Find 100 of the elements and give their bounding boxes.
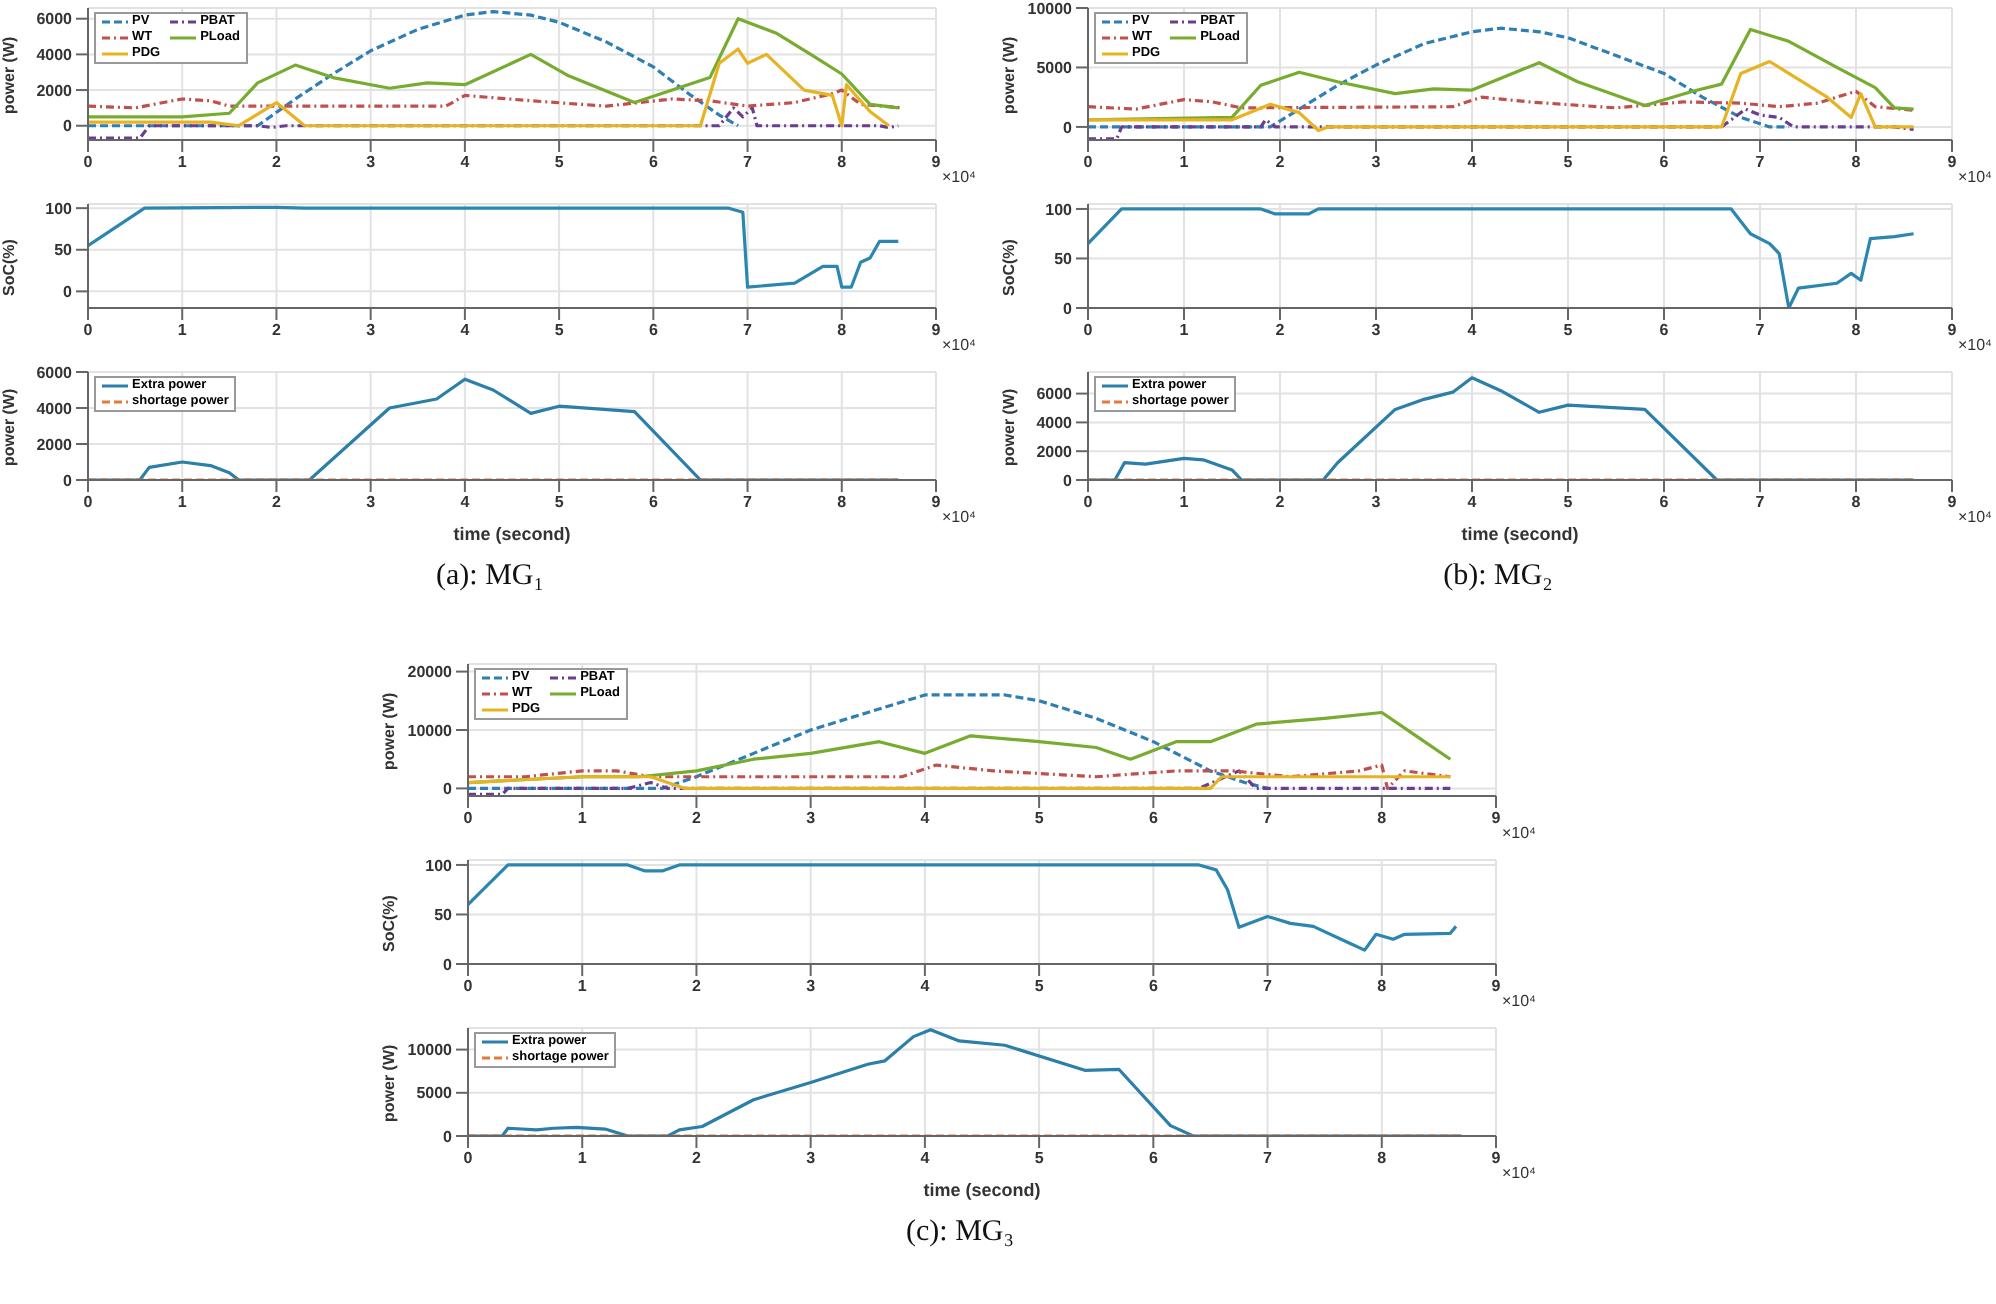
y-tick-label: 0 (1063, 118, 1074, 137)
line-series (1088, 26, 1791, 129)
x-tick-label: 9 (931, 153, 942, 172)
line-series (468, 693, 1270, 791)
x-tick-label: 9 (1491, 1149, 1502, 1168)
text: (a): MG₁ (434, 560, 546, 594)
x-tick-label: 1 (1179, 153, 1190, 172)
x-tick-label: 4 (920, 1149, 931, 1168)
line-series (88, 9, 740, 128)
x-tick-label: 1 (1179, 321, 1190, 340)
y-tick-label: 5000 (1036, 59, 1074, 78)
x-tick-label: 5 (554, 153, 565, 172)
y-axis-title: power (W) (379, 692, 398, 770)
x-tick-label: 9 (931, 321, 942, 340)
text: ×10⁴ (1957, 168, 1992, 186)
x-tick-label: 1 (577, 1149, 588, 1168)
x-tick-label: 4 (460, 153, 471, 172)
x-tick-label: 2 (271, 321, 282, 340)
line-series (1088, 59, 1916, 133)
x-tick-label: 6 (1148, 1149, 1159, 1168)
y-tick-label: 4000 (1036, 414, 1074, 433)
line-series (1088, 207, 1916, 308)
x-tick-label: 4 (920, 809, 931, 828)
text: ×10⁴ (1957, 336, 1992, 354)
x-tick-label: 9 (1947, 153, 1958, 172)
y-tick-label: 2000 (36, 435, 74, 454)
y-tick-label: 100 (425, 856, 454, 875)
x-tick-label: 9 (1491, 809, 1502, 828)
x-tick-label: 4 (460, 321, 471, 340)
x-tick-label: 9 (1947, 493, 1958, 512)
x-tick-label: 2 (271, 493, 282, 512)
x-tick-label: 7 (1755, 493, 1766, 512)
x-tick-label: 8 (1851, 493, 1862, 512)
x-axis-title: time (second) (453, 524, 571, 544)
y-tick-label: 0 (443, 955, 454, 974)
line-series (468, 763, 1452, 791)
x-tick-label: 1 (177, 153, 188, 172)
x-tick-label: 6 (648, 153, 659, 172)
x-tick-label: 6 (648, 493, 659, 512)
y-tick-label: 6000 (36, 10, 74, 29)
x-tick-label: 4 (920, 977, 931, 996)
y-tick-label: 10000 (407, 1041, 454, 1060)
x-tick-label: 8 (1377, 809, 1388, 828)
x-tick-label: 7 (1263, 977, 1274, 996)
x-tick-label: 5 (1034, 1149, 1045, 1168)
x-tick-label: 1 (177, 493, 188, 512)
x-tick-label: 8 (1851, 153, 1862, 172)
text: ×10⁴ (941, 336, 976, 354)
x-tick-label: 0 (463, 977, 474, 996)
x-tick-label: 1 (177, 321, 188, 340)
x-tick-label: 3 (1371, 153, 1382, 172)
x-tick-label: 0 (463, 1149, 474, 1168)
text: ×10⁴ (1501, 1164, 1536, 1182)
y-tick-label: 6000 (1036, 385, 1074, 404)
x-tick-label: 5 (1563, 493, 1574, 512)
x-tick-label: 7 (1755, 153, 1766, 172)
x-tick-label: 7 (1263, 809, 1274, 828)
y-tick-label: 0 (63, 283, 74, 302)
x-tick-label: 6 (1148, 977, 1159, 996)
x-tick-label: 5 (1563, 321, 1574, 340)
x-tick-label: 4 (1467, 321, 1478, 340)
text: ×10⁴ (941, 168, 976, 186)
x-tick-label: 2 (691, 809, 702, 828)
x-tick-label: 5 (554, 321, 565, 340)
x-tick-label: 5 (1034, 977, 1045, 996)
y-tick-label: 0 (443, 780, 454, 799)
line-series (88, 88, 905, 110)
x-tick-label: 2 (1275, 321, 1286, 340)
x-tick-label: 2 (1275, 153, 1286, 172)
text: ×10⁴ (1501, 992, 1536, 1010)
y-tick-label: 100 (45, 199, 74, 218)
y-axis-title: power (W) (999, 388, 1018, 466)
y-tick-label: 0 (1063, 299, 1074, 318)
x-tick-label: 6 (1148, 809, 1159, 828)
y-tick-label: 2000 (1036, 442, 1074, 461)
x-tick-label: 1 (577, 809, 588, 828)
y-axis-title: SoC(%) (379, 894, 398, 952)
x-tick-label: 5 (1034, 809, 1045, 828)
y-tick-label: 10000 (1027, 0, 1074, 18)
x-tick-label: 9 (1491, 977, 1502, 996)
text: ×10⁴ (1501, 824, 1536, 842)
x-tick-label: 0 (1083, 493, 1094, 512)
x-tick-label: 3 (366, 321, 377, 340)
x-tick-label: 7 (743, 153, 754, 172)
y-tick-label: 100 (1045, 200, 1074, 219)
x-tick-label: 0 (463, 809, 474, 828)
x-tick-label: 3 (1371, 493, 1382, 512)
x-tick-label: 6 (1659, 153, 1670, 172)
y-axis-title: power (W) (999, 36, 1018, 114)
x-tick-label: 4 (460, 493, 471, 512)
x-tick-label: 2 (691, 977, 702, 996)
x-tick-label: 6 (1659, 493, 1670, 512)
y-tick-label: 50 (54, 241, 74, 260)
y-axis-title: SoC(%) (999, 238, 1018, 296)
y-tick-label: 50 (434, 906, 454, 925)
text: (c): MG₃ (904, 1216, 1016, 1250)
text: (b): MG₂ (1441, 560, 1555, 594)
x-tick-label: 8 (837, 321, 848, 340)
x-tick-label: 6 (648, 321, 659, 340)
x-tick-label: 5 (554, 493, 565, 512)
